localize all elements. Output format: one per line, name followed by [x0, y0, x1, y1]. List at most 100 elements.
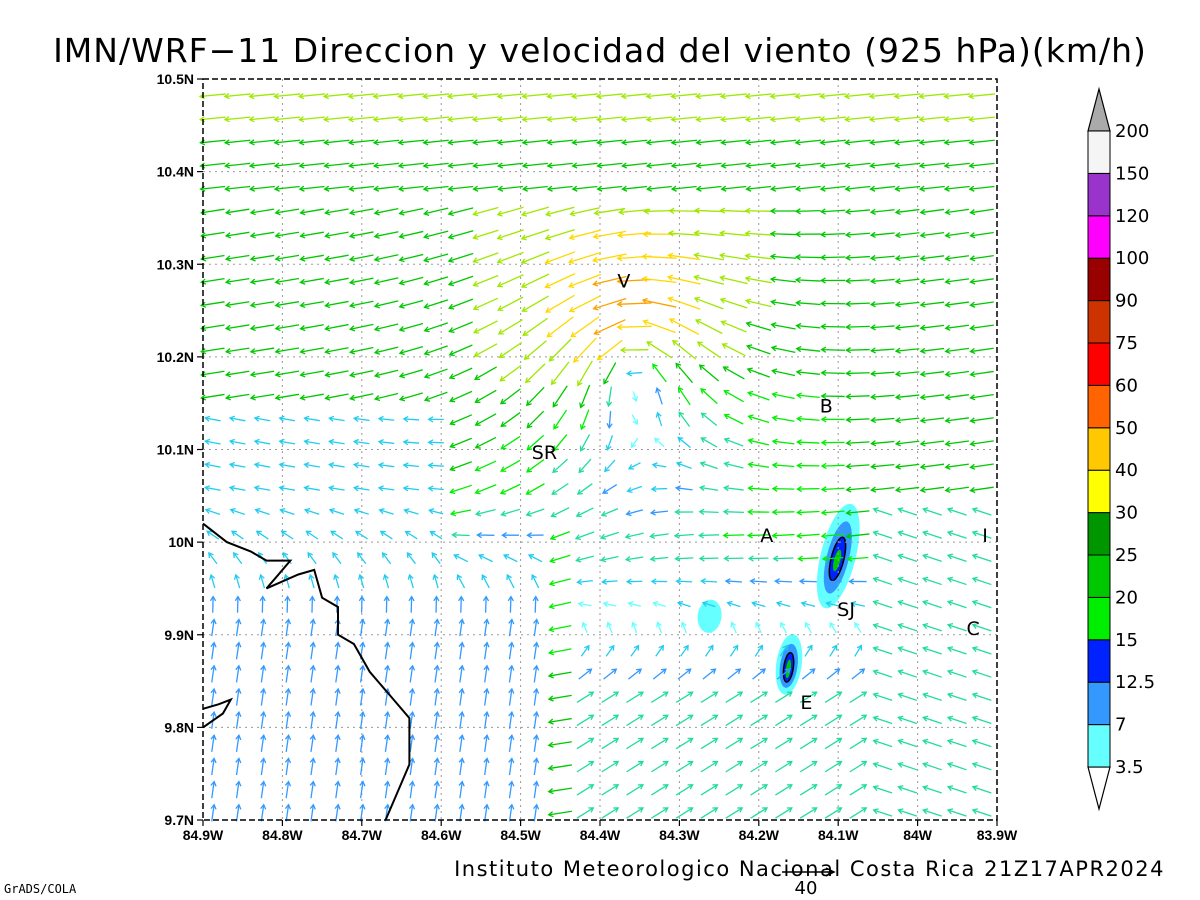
wind-arrow — [408, 618, 416, 637]
wind-arrow — [508, 710, 515, 729]
wind-arrow — [352, 438, 370, 446]
wind-arrow — [779, 644, 788, 657]
wind-arrow — [472, 206, 499, 217]
wind-arrow — [458, 757, 465, 776]
wind-arrow — [384, 780, 391, 799]
wind-arrow — [824, 737, 843, 750]
wind-arrow — [750, 760, 769, 773]
wind-arrow — [521, 116, 549, 123]
place-label: V — [617, 270, 630, 292]
wind-arrow — [324, 347, 349, 355]
wind-arrow — [652, 600, 666, 608]
wind-arrow — [398, 345, 424, 356]
wind-arrow — [820, 439, 845, 446]
wind-arrow — [744, 298, 772, 308]
wind-arrow — [334, 641, 341, 660]
wind-arrow — [769, 207, 797, 215]
wind-arrow — [525, 483, 545, 495]
colorbar-segment — [1087, 300, 1111, 344]
wind-arrow — [897, 507, 918, 516]
wind-arrow — [775, 784, 793, 796]
wind-arrow — [845, 463, 870, 470]
wind-arrow — [204, 507, 221, 515]
wind-arrow — [618, 208, 651, 216]
wind-arrow — [448, 321, 473, 333]
wind-arrow — [675, 737, 694, 750]
wind-arrow — [626, 485, 643, 493]
wind-arrow — [621, 162, 648, 169]
wind-arrow — [309, 803, 316, 822]
wind-arrow — [323, 162, 350, 169]
wind-arrow — [433, 734, 440, 752]
wind-arrow — [944, 255, 970, 262]
wind-arrow — [373, 346, 399, 355]
wind-arrow — [550, 507, 570, 518]
wind-arrow — [210, 803, 217, 822]
wind-arrow — [397, 162, 424, 169]
wind-arrow — [596, 139, 623, 146]
colorbar-segment — [1087, 427, 1111, 471]
wind-arrow — [700, 412, 718, 427]
wind-arrow — [526, 532, 544, 539]
wind-arrow — [508, 757, 515, 776]
wind-arrow — [894, 370, 920, 377]
wind-arrow — [472, 297, 499, 311]
wind-arrow — [897, 599, 918, 609]
wind-arrow — [894, 417, 920, 424]
wind-arrow — [398, 392, 423, 402]
wind-arrow — [299, 254, 324, 262]
wind-arrow — [725, 737, 744, 750]
place-label: I — [982, 525, 988, 547]
wind-arrow — [746, 532, 770, 539]
wind-arrow — [235, 687, 242, 706]
wind-arrow — [545, 206, 575, 217]
wind-arrow — [546, 139, 573, 146]
wind-arrow — [799, 784, 818, 796]
wind-arrow — [695, 162, 722, 169]
wind-arrow — [249, 254, 275, 262]
wind-arrow — [299, 277, 324, 285]
wind-arrow — [273, 92, 301, 100]
wind-arrow — [372, 116, 400, 123]
wind-arrow — [284, 687, 292, 706]
wind-arrow — [601, 807, 620, 819]
wind-arrow — [677, 386, 691, 406]
shading-contour — [697, 599, 722, 633]
wind-arrow — [524, 363, 546, 384]
wind-arrow — [919, 370, 945, 378]
wind-arrow — [571, 92, 599, 100]
wind-arrow — [449, 484, 472, 495]
wind-arrow — [553, 409, 568, 430]
wind-arrow — [235, 757, 242, 776]
wind-arrow — [674, 485, 693, 492]
wind-arrow — [799, 737, 818, 750]
wind-arrow — [698, 555, 719, 562]
wind-arrow — [283, 573, 290, 589]
wind-arrow — [578, 458, 592, 474]
wind-arrow — [666, 274, 701, 285]
wind-arrow — [235, 664, 242, 683]
wind-arrow — [347, 116, 375, 123]
wind-arrow — [274, 208, 300, 216]
wind-arrow — [775, 691, 793, 703]
wind-arrow — [670, 92, 698, 100]
wind-arrow — [824, 807, 843, 819]
wind-arrow — [625, 370, 643, 377]
wind-arrow — [596, 162, 623, 169]
wind-arrow — [228, 438, 246, 445]
wind-arrow — [228, 461, 246, 469]
wind-arrow — [347, 92, 375, 100]
wind-arrow — [749, 578, 768, 585]
wind-arrow — [653, 437, 665, 448]
wind-arrow — [432, 573, 439, 589]
wind-arrow — [299, 347, 324, 355]
wind-arrow — [373, 254, 399, 263]
wind-arrow — [309, 757, 316, 776]
wind-arrow — [284, 664, 292, 683]
wind-arrow — [334, 687, 341, 706]
wind-arrow — [695, 185, 722, 192]
wind-arrow — [795, 299, 821, 307]
wind-arrow — [476, 531, 495, 539]
wind-arrow — [946, 715, 967, 725]
wind-arrow — [284, 595, 291, 613]
